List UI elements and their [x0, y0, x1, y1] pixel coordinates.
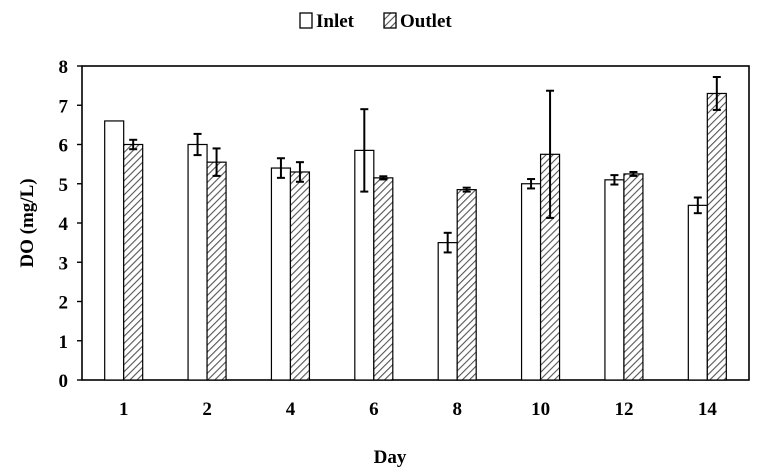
x-axis-title: Day	[374, 447, 407, 468]
x-tick-label: 10	[531, 399, 550, 420]
bar-inlet-day-14	[687, 204, 708, 381]
y-tick-label: 7	[59, 96, 69, 117]
y-axis-title: DO (mg/L)	[17, 178, 38, 267]
x-tick-label: 1	[119, 399, 129, 420]
bar-outlet-day-4	[289, 171, 311, 381]
bar-inlet-day-2	[187, 143, 208, 381]
x-tick-label: 2	[202, 399, 212, 420]
bars	[104, 75, 727, 381]
bar-inlet-day-4	[270, 167, 292, 381]
legend-label-outlet: Outlet	[400, 11, 452, 32]
y-tick-label: 0	[59, 371, 69, 392]
x-axis-ticks: 1 2 4 6 8 10 12 14	[119, 399, 717, 420]
x-tick-label: 8	[452, 399, 462, 420]
y-tick-label: 3	[59, 253, 69, 274]
legend: Inlet Outlet	[299, 11, 452, 32]
x-tick-label: 14	[698, 399, 718, 420]
x-tick-label: 6	[369, 399, 379, 420]
plot-frame	[81, 65, 750, 381]
bar-outlet-day-2	[206, 161, 227, 381]
legend-swatch-inlet	[299, 12, 313, 29]
bar-outlet-day-1	[123, 143, 144, 381]
bar-outlet-day-6	[373, 177, 394, 381]
y-tick-label: 6	[59, 136, 69, 157]
bar-inlet-day-10	[520, 183, 542, 381]
x-tick-label: 4	[286, 399, 296, 420]
bar-outlet-day-8	[456, 189, 477, 381]
bar-inlet-day-1	[104, 120, 125, 381]
bar-inlet-day-8	[437, 242, 458, 381]
y-tick-label: 5	[59, 175, 69, 196]
plot-area	[81, 65, 750, 381]
y-tick-label: 2	[59, 293, 69, 314]
bar-outlet-day-12	[623, 173, 644, 381]
y-tick-label: 1	[59, 332, 69, 353]
bar-inlet-day-12	[604, 179, 625, 381]
x-tick-label: 12	[614, 399, 633, 420]
y-tick-label: 8	[59, 57, 69, 78]
bar-outlet-day-14	[706, 92, 727, 381]
legend-label-inlet: Inlet	[316, 11, 355, 32]
y-tick-label: 4	[59, 214, 69, 235]
legend-swatch-outlet	[383, 12, 397, 29]
y-axis-ticks: 0 1 2 3 4 5 6 7 8	[59, 57, 82, 392]
